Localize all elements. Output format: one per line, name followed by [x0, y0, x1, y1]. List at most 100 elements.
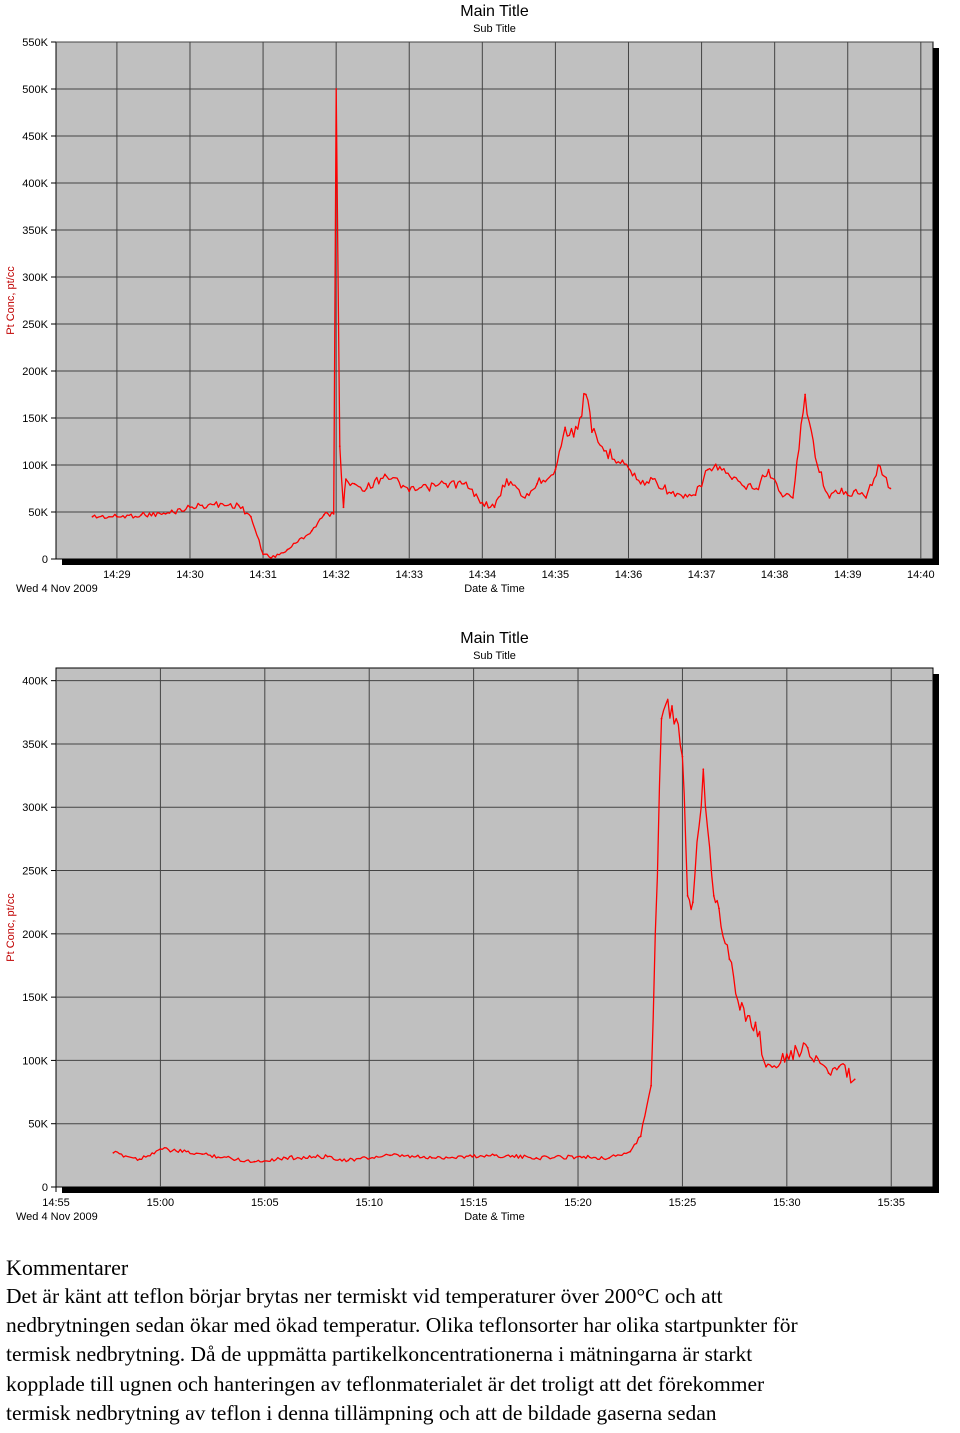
data-point [754, 1021, 757, 1024]
data-point [804, 393, 806, 396]
y-tick-label: 150K [22, 992, 48, 1004]
data-point [91, 515, 94, 518]
x-tick-label: 14:36 [615, 569, 643, 581]
y-tick-label: 450K [22, 131, 48, 143]
data-point [686, 895, 689, 897]
commentary-line: Det är känt att teflon börjar brytas ner… [6, 1284, 723, 1308]
x-tick-label: 15:10 [355, 1197, 383, 1209]
data-point [681, 755, 684, 758]
data-point [840, 487, 843, 490]
data-point [692, 901, 694, 904]
x-tick-label: 14:55 [42, 1197, 70, 1209]
chart-title: Main Title [460, 630, 529, 647]
data-point [591, 431, 593, 433]
x-tick-label: 14:30 [176, 569, 204, 581]
y-tick-label: 200K [22, 366, 48, 378]
data-point [639, 1135, 642, 1138]
data-point [116, 515, 118, 518]
data-point [806, 1046, 809, 1049]
data-point [164, 513, 167, 515]
y-tick-label: 0 [42, 1182, 48, 1194]
y-axis-label: Pt Conc, pt/cc [5, 893, 17, 962]
x-tick-label: 15:00 [147, 1197, 175, 1209]
y-tick-label: 250K [22, 866, 48, 878]
data-point [731, 478, 733, 480]
data-point [426, 486, 429, 489]
chart-2: 0 50K 100K 150K 200K 250K 300K 350K 400K 14:55 15:… [0, 625, 960, 1230]
data-point [621, 459, 624, 462]
data-point [846, 494, 849, 496]
y-tick-label: 50K [28, 1119, 48, 1131]
commentary-heading: Kommentarer [6, 1255, 129, 1280]
data-point [493, 506, 496, 509]
data-point [138, 1158, 141, 1161]
data-point [250, 515, 252, 518]
data-point [332, 513, 335, 515]
data-point [877, 464, 880, 466]
data-point [702, 768, 705, 771]
data-point [816, 464, 819, 466]
data-point [505, 478, 508, 480]
data-point [585, 393, 587, 396]
x-tick-label: 14:34 [469, 569, 497, 581]
chart-subtitle: Sub Title [473, 23, 516, 35]
data-point [112, 1151, 115, 1154]
x-tick-label: 14:35 [542, 569, 570, 581]
data-point [564, 426, 566, 429]
commentary-line: termisk nedbrytning. Då de uppmätta part… [6, 1342, 753, 1367]
x-tick-label: 15:15 [460, 1197, 488, 1209]
data-point [213, 503, 216, 506]
x-tick-label: 14:32 [322, 569, 350, 581]
data-point [718, 907, 720, 910]
data-point [765, 1065, 767, 1068]
chart-1-svg: 0 50K 100K 150K 200K 250K 300K 350K 400K 450K 500K… [5, 3, 939, 595]
data-point [785, 1053, 788, 1055]
data-point [554, 468, 557, 471]
data-point [603, 450, 605, 452]
data-point [338, 445, 341, 448]
data-point [828, 497, 831, 499]
data-point [577, 1155, 579, 1158]
data-point [493, 1154, 496, 1157]
y-tick-label: 250K [22, 319, 48, 331]
y-tick-label: 150K [22, 413, 48, 425]
chart-2-svg: 0 50K 100K 150K 200K 250K 300K 350K 400K 14:55 15:… [5, 630, 939, 1223]
data-point [852, 490, 855, 493]
data-point [712, 895, 715, 897]
data-point [639, 482, 642, 485]
x-tick-label: 14:38 [761, 569, 789, 581]
x-axis-label: Date & Time [464, 1211, 525, 1223]
data-point [408, 490, 411, 493]
data-point [767, 468, 770, 471]
x-tick-label: 15:05 [251, 1197, 279, 1209]
data-point [353, 482, 356, 485]
data-point [853, 1078, 856, 1081]
x-tick-label: 15:35 [877, 1197, 905, 1209]
data-point [629, 1150, 632, 1153]
data-point [384, 473, 386, 476]
data-point [284, 1157, 287, 1159]
data-point [326, 1155, 329, 1158]
data-point [718, 466, 721, 468]
data-point [536, 482, 538, 485]
x-tick-label: 14:33 [395, 569, 423, 581]
y-tick-label: 100K [22, 460, 48, 472]
date-label: Wed 4 Nov 2009 [16, 1211, 98, 1223]
data-point [608, 1157, 611, 1159]
y-tick-label: 500K [22, 84, 48, 96]
data-point [345, 478, 347, 480]
y-tick-label: 50K [28, 507, 48, 519]
x-tick-label: 15:30 [773, 1197, 801, 1209]
y-axis-label: Pt Conc, pt/cc [5, 266, 17, 335]
data-point [286, 548, 289, 551]
x-tick-label: 14:39 [834, 569, 862, 581]
chart-subtitle: Sub Title [473, 650, 516, 662]
commentary-line: nedbrytningen sedan ökar med ökad temper… [6, 1313, 798, 1338]
data-point [651, 478, 654, 480]
data-point [323, 513, 325, 516]
data-point [335, 88, 338, 90]
data-point [682, 497, 685, 499]
commentary-line: kopplade till ugnen och hanteringen av t… [6, 1371, 765, 1396]
y-tick-label: 0 [42, 554, 48, 566]
chart-1: 0 50K 100K 150K 200K 250K 300K 350K 400K 450K 500K… [0, 0, 960, 600]
